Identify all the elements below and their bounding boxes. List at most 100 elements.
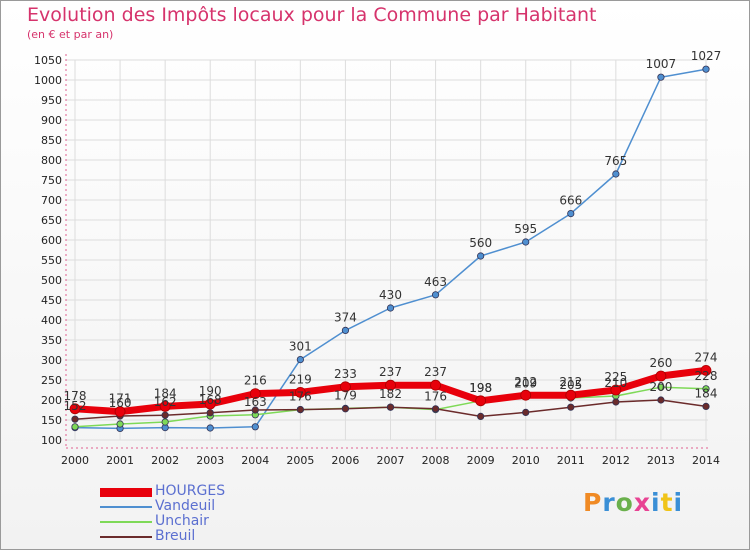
data-point [296,405,304,414]
data-point [71,415,79,423]
data-label: 374 [334,310,357,324]
y-tick-label: 100 [41,434,62,447]
data-label: 212 [514,375,537,389]
x-tick-label: 2008 [422,454,450,467]
data-label: 237 [424,365,447,379]
y-tick-label: 500 [41,274,62,287]
data-point [565,389,577,401]
x-tick-label: 2014 [692,454,720,467]
y-tick-label: 200 [41,394,62,407]
x-tick-label: 2012 [602,454,630,467]
data-label: 209 [514,376,537,390]
data-label: 228 [695,369,718,383]
logo-letter: i [673,488,684,517]
data-point [294,386,306,398]
x-tick-label: 2001 [106,454,134,467]
data-point [114,406,126,418]
data-point [386,403,395,411]
data-label: 1007 [646,57,677,71]
y-tick-label: 750 [41,174,62,187]
legend-label: Unchair [155,513,209,529]
data-point [206,424,214,432]
data-point [251,406,259,414]
y-tick-label: 400 [41,314,62,327]
data-point [475,395,487,407]
data-point [341,326,350,334]
data-point [204,398,216,410]
data-point [69,403,81,415]
data-point [702,402,710,410]
data-point [655,370,667,382]
logo-letter: r [602,488,616,517]
proxiti-logo: Proxiti [583,488,683,517]
data-point [522,408,530,416]
data-point [340,381,351,393]
x-tick-label: 2000 [61,454,89,467]
data-point [249,388,261,400]
data-label: 178 [64,389,87,403]
data-point [206,409,214,417]
data-point [700,364,712,376]
data-label: 184 [154,386,177,400]
y-tick-label: 950 [41,94,62,107]
data-label: 160 [109,396,132,410]
data-point [386,304,395,312]
data-label: 152 [64,399,87,413]
data-point [477,252,485,260]
data-point [522,238,530,246]
data-point [567,210,575,218]
x-tick-label: 2004 [241,454,269,467]
legend-label: HOURGES [155,483,226,499]
data-label: 260 [649,356,672,370]
data-point [657,383,665,391]
legend-swatch [100,521,152,523]
data-label: 1027 [691,49,722,63]
data-point [116,420,124,428]
data-point [702,65,710,73]
x-tick-label: 2006 [331,454,359,467]
data-label: 182 [379,387,402,401]
data-label: 198 [469,381,492,395]
data-label: 163 [244,395,267,409]
logo-letter: x [633,488,651,517]
y-tick-label: 1050 [34,54,62,67]
data-label: 225 [604,370,627,384]
data-point [431,291,440,299]
legend-label: Vandeuil [155,498,216,514]
data-label: 463 [424,275,447,289]
y-tick-label: 300 [41,354,62,367]
data-label: 190 [199,384,222,398]
data-label: 179 [334,388,357,402]
legend-label: Breuil [155,528,196,544]
x-tick-label: 2005 [286,454,314,467]
logo-letter: t [660,488,674,517]
y-tick-label: 800 [41,154,62,167]
y-tick-label: 450 [41,294,62,307]
data-label: 198 [469,381,492,395]
data-label: 212 [559,375,582,389]
data-point [296,355,304,364]
data-point [610,384,622,396]
data-label: 430 [379,288,402,302]
data-point [567,403,575,411]
data-point [251,423,259,431]
data-point [477,412,485,420]
legend-swatch [100,536,152,538]
data-label: 205 [559,378,582,392]
data-point [161,418,169,426]
data-point [430,379,441,391]
x-tick-label: 2002 [151,454,179,467]
data-label: 765 [604,154,627,168]
legend-swatch [100,488,152,497]
y-tick-label: 650 [41,214,62,227]
y-tick-label: 1000 [34,74,62,87]
data-label: 595 [514,222,537,236]
data-point [385,379,396,391]
data-label: 210 [604,376,627,390]
legend-swatch [100,506,152,508]
y-tick-label: 900 [41,114,62,127]
x-tick-label: 2003 [196,454,224,467]
data-label: 301 [289,340,312,354]
data-point [431,405,440,413]
